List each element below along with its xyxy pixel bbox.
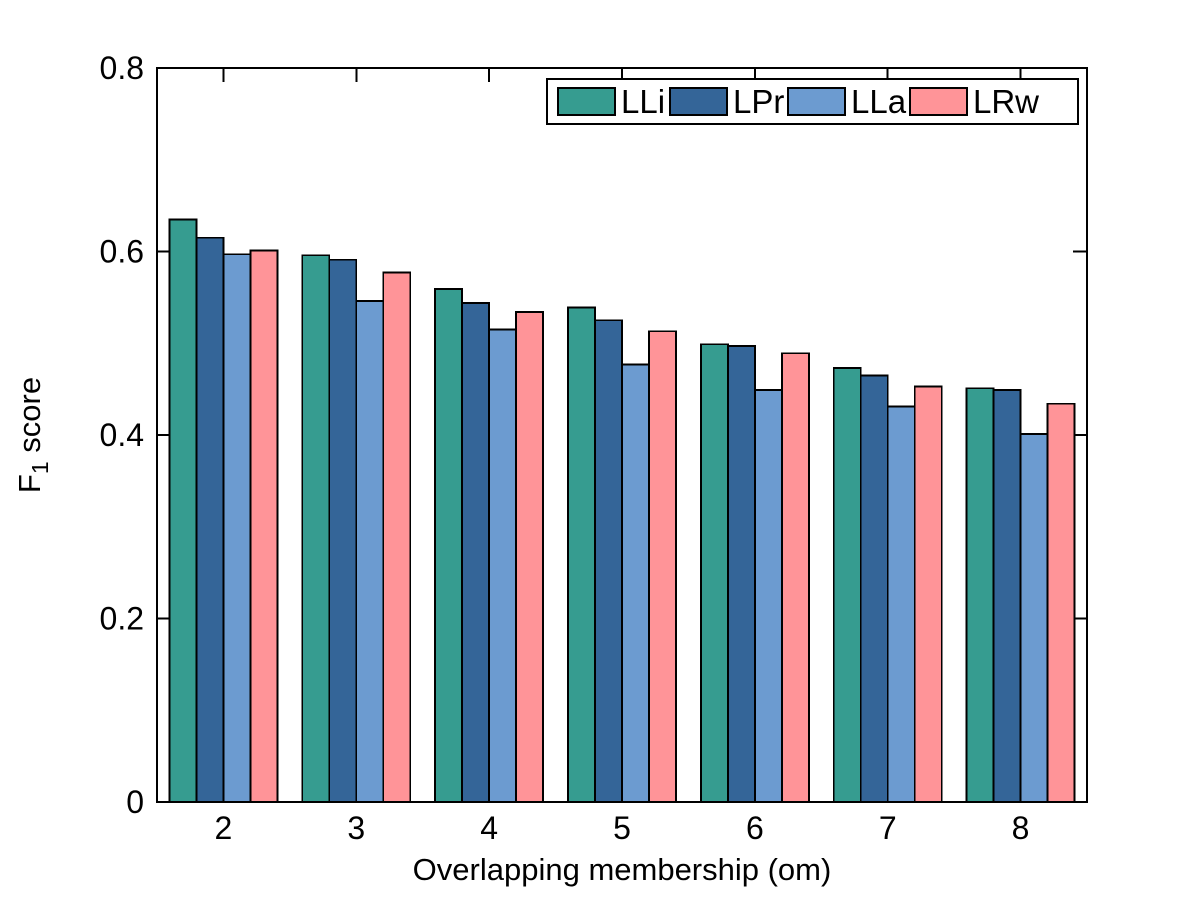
bar-LPr-7 [859,374,889,803]
bar-LLi-2 [168,218,198,803]
bar-LLa-2 [222,253,252,803]
bar-LPr-4 [461,301,491,803]
y-tick-label: 0.2 [100,601,144,637]
legend-label-LLa: LLa [851,83,907,120]
bar-LLi-7 [832,367,862,803]
legend-swatch-LRw [909,87,968,116]
bar-LRw-6 [780,352,810,803]
x-tick-label: 2 [215,810,233,846]
bar-LPr-2 [195,236,225,803]
x-tick-label: 3 [347,810,365,846]
bar-LPr-5 [594,319,623,803]
bar-LRw-7 [913,385,943,803]
legend-label-LPr: LPr [733,83,784,120]
x-tick-label: 6 [746,810,764,846]
y-tick-label: 0.6 [100,234,144,270]
legend-swatch-LLa [787,87,846,116]
y-tick-label: 0.8 [100,50,144,86]
bar-LPr-6 [726,345,756,803]
bar-LLa-8 [1019,433,1049,803]
legend-label-LRw: LRw [973,83,1039,120]
bar-LRw-2 [249,249,279,803]
x-tick-label: 5 [613,810,631,846]
bar-LLa-7 [886,405,916,803]
plot-box [156,67,1088,803]
bar-LLa-6 [753,389,783,803]
bar-LLi-3 [301,254,331,803]
bar-LRw-3 [382,271,412,803]
bar-LRw-5 [648,330,677,803]
x-tick-label: 4 [480,810,498,846]
bar-LLa-3 [355,300,385,803]
bar-LLa-5 [621,363,650,803]
y-tick-label: 0.4 [100,417,144,453]
bar-LPr-3 [328,258,358,803]
x-axis-label: Overlapping membership (om) [413,852,832,887]
bar-LLa-4 [488,328,518,803]
x-tick-label: 7 [879,810,897,846]
legend-swatch-LLi [557,87,616,116]
bar-LRw-8 [1046,402,1076,803]
x-tick-label: 8 [1012,810,1030,846]
bar-LLi-6 [699,343,729,803]
bar-LLi-8 [965,387,995,803]
legend-swatch-LPr [669,87,728,116]
legend-label-LLi: LLi [621,83,665,120]
y-axis-label: F1 score [12,377,53,493]
bar-LLi-5 [567,306,596,803]
bar-LRw-4 [515,311,545,803]
bar-LPr-8 [992,389,1022,803]
y-tick-label: 0 [126,784,144,820]
bar-LLi-4 [434,288,464,803]
